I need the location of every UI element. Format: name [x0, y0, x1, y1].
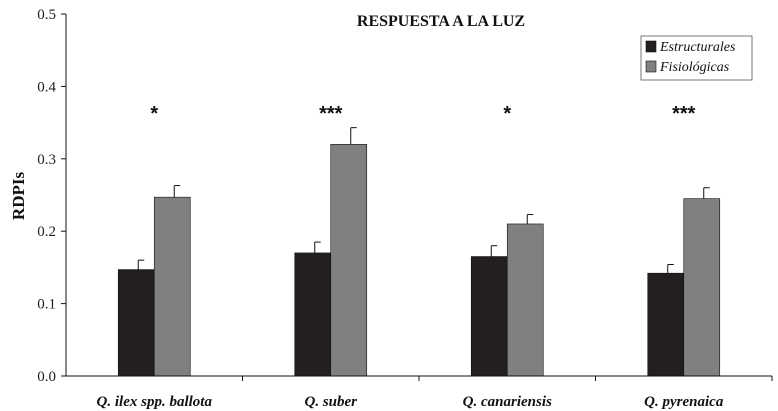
x-category-label: Q. suber: [304, 394, 357, 410]
x-category-label: Q. pyrenaica: [644, 394, 724, 410]
bar-estructurales: [117, 269, 155, 377]
y-tick-label: 0.3: [37, 152, 56, 168]
legend: Estructurales Fisiológicas: [640, 35, 753, 81]
legend-box: [640, 35, 753, 81]
significance-marker: *: [150, 103, 158, 125]
significance-markers: * *** * ***: [150, 103, 695, 125]
significance-marker: ***: [672, 103, 696, 125]
x-category-label: Q. canariensis: [463, 394, 552, 410]
significance-marker: *: [503, 103, 511, 125]
x-category-label: Q. ilex spp. ballota: [97, 394, 213, 410]
legend-swatch: [645, 40, 657, 53]
bar-fisiologicas: [330, 144, 368, 377]
x-axis-labels: Q. ilex spp. ballota Q. suber Q. canariens…: [97, 376, 773, 410]
y-tick-label: 0.2: [37, 224, 56, 240]
bar-estructurales: [294, 252, 332, 377]
y-axis-label: RDPIs: [9, 172, 28, 221]
chart-title: RESPUESTA A LA LUZ: [357, 13, 525, 30]
y-tick-label: 0.0: [37, 369, 56, 385]
legend-swatch: [645, 60, 657, 73]
bar-estructurales: [647, 272, 685, 377]
y-tick-label: 0.5: [37, 7, 56, 23]
y-tick-label: 0.1: [37, 297, 56, 313]
y-axis-ticks: 0.0 0.1 0.2 0.3 0.4 0.5: [37, 7, 66, 385]
legend-label: Fisiológicas: [659, 60, 730, 75]
bar-fisiologicas: [506, 223, 544, 377]
bar-estructurales: [470, 256, 508, 377]
bar-fisiologicas: [683, 198, 721, 377]
bar-fisiologicas: [153, 196, 191, 377]
error-bars-group: [137, 127, 710, 274]
legend-label: Estructurales: [659, 40, 736, 55]
bars-group: [117, 144, 721, 377]
y-tick-label: 0.4: [37, 79, 56, 95]
significance-marker: ***: [319, 103, 343, 125]
